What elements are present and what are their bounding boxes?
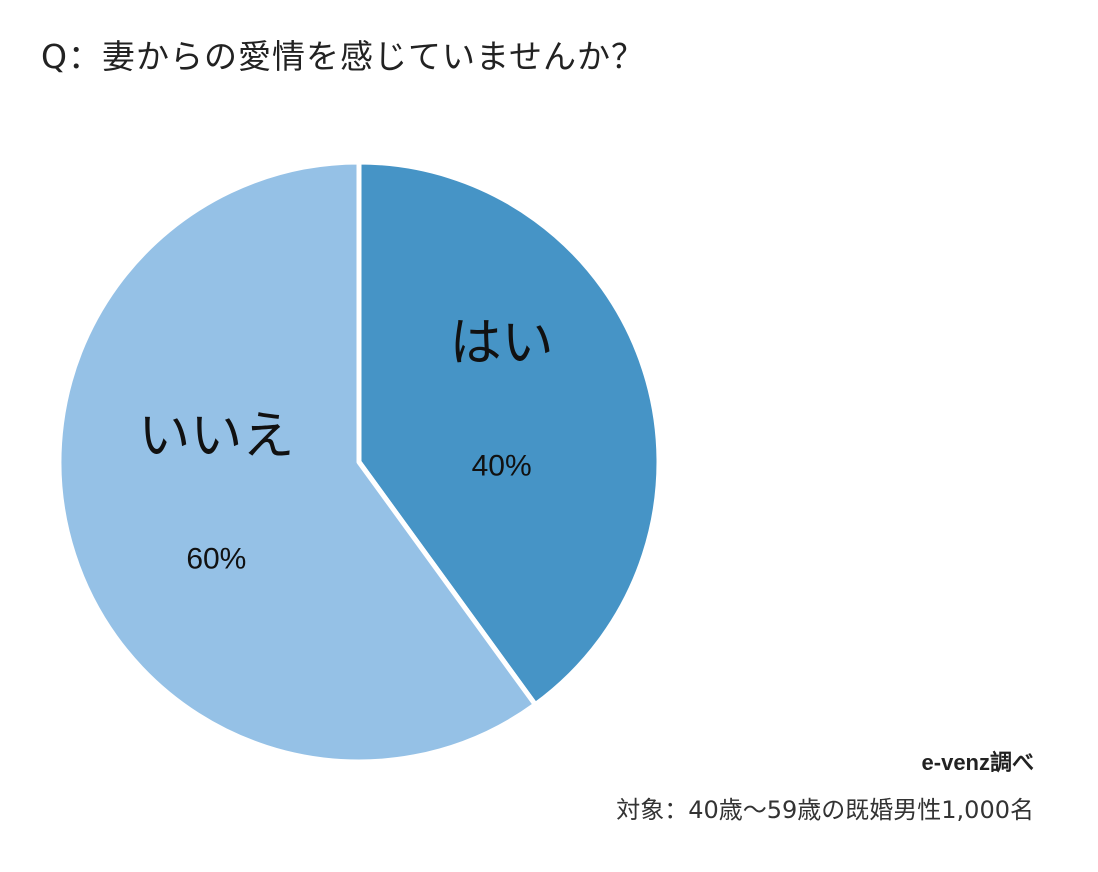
slice-value-no: 60% bbox=[186, 542, 246, 575]
chart-title: Q：妻からの愛情を感じていませんか？ bbox=[41, 37, 645, 76]
pie-slice-no bbox=[56, 159, 538, 765]
source-credit: e-venz調べ bbox=[921, 750, 1034, 775]
pie-slices bbox=[56, 159, 662, 765]
pie-slice-yes bbox=[356, 159, 662, 708]
slice-value-yes: 40% bbox=[472, 450, 532, 483]
pie-labels: はい 40% いいえ 60% bbox=[138, 314, 553, 576]
slice-label-yes: はい bbox=[450, 314, 554, 374]
survey-target-note: 対象：40歳〜59歳の既婚男性1,000名 bbox=[616, 796, 1034, 824]
slice-label-no: いいえ bbox=[138, 406, 294, 466]
